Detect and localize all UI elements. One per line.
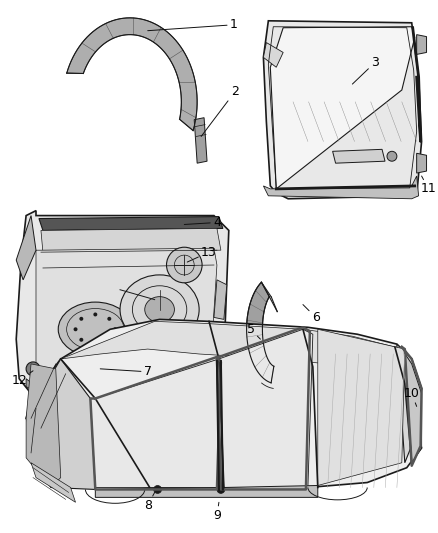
Circle shape bbox=[113, 327, 117, 332]
Polygon shape bbox=[263, 176, 419, 199]
Circle shape bbox=[46, 372, 56, 382]
Circle shape bbox=[217, 486, 225, 494]
Text: 1: 1 bbox=[148, 18, 238, 31]
Polygon shape bbox=[332, 149, 385, 163]
Polygon shape bbox=[31, 463, 75, 502]
Polygon shape bbox=[39, 216, 223, 230]
Polygon shape bbox=[90, 359, 224, 488]
Polygon shape bbox=[194, 118, 207, 163]
Polygon shape bbox=[417, 154, 427, 173]
Polygon shape bbox=[214, 280, 227, 319]
Text: 13: 13 bbox=[187, 246, 217, 262]
Ellipse shape bbox=[58, 302, 132, 357]
Polygon shape bbox=[26, 379, 39, 393]
Polygon shape bbox=[397, 344, 422, 463]
Circle shape bbox=[166, 247, 202, 283]
Polygon shape bbox=[16, 215, 36, 280]
Text: 11: 11 bbox=[420, 176, 436, 196]
Circle shape bbox=[74, 327, 78, 332]
Circle shape bbox=[107, 338, 111, 342]
Text: 4: 4 bbox=[184, 216, 221, 229]
Text: 5: 5 bbox=[247, 323, 261, 339]
Polygon shape bbox=[16, 211, 229, 393]
Text: 2: 2 bbox=[201, 85, 239, 136]
Text: 3: 3 bbox=[353, 56, 379, 84]
Text: 7: 7 bbox=[100, 365, 152, 378]
Polygon shape bbox=[61, 321, 407, 374]
Polygon shape bbox=[402, 349, 422, 463]
Ellipse shape bbox=[145, 297, 174, 322]
Text: 8: 8 bbox=[144, 492, 155, 512]
Text: 12: 12 bbox=[11, 371, 33, 387]
Text: 10: 10 bbox=[404, 387, 420, 406]
Circle shape bbox=[94, 363, 106, 375]
Polygon shape bbox=[247, 282, 274, 383]
Circle shape bbox=[107, 317, 111, 321]
Circle shape bbox=[204, 344, 214, 354]
Polygon shape bbox=[270, 27, 415, 189]
Circle shape bbox=[93, 312, 97, 317]
Ellipse shape bbox=[120, 275, 199, 344]
Circle shape bbox=[79, 317, 83, 321]
Circle shape bbox=[154, 486, 162, 494]
Polygon shape bbox=[95, 486, 318, 497]
Text: 6: 6 bbox=[303, 304, 320, 324]
Circle shape bbox=[387, 151, 397, 161]
Polygon shape bbox=[318, 329, 405, 486]
Polygon shape bbox=[41, 229, 221, 252]
Circle shape bbox=[79, 338, 83, 342]
Polygon shape bbox=[26, 364, 61, 488]
Polygon shape bbox=[26, 319, 422, 489]
Circle shape bbox=[145, 364, 155, 374]
Circle shape bbox=[93, 342, 97, 346]
Polygon shape bbox=[263, 21, 422, 199]
Text: 9: 9 bbox=[213, 502, 221, 522]
Polygon shape bbox=[417, 35, 427, 54]
Polygon shape bbox=[263, 43, 283, 67]
Polygon shape bbox=[26, 359, 95, 489]
Polygon shape bbox=[36, 248, 217, 389]
Polygon shape bbox=[67, 18, 197, 131]
Polygon shape bbox=[219, 329, 313, 488]
Circle shape bbox=[26, 362, 40, 376]
